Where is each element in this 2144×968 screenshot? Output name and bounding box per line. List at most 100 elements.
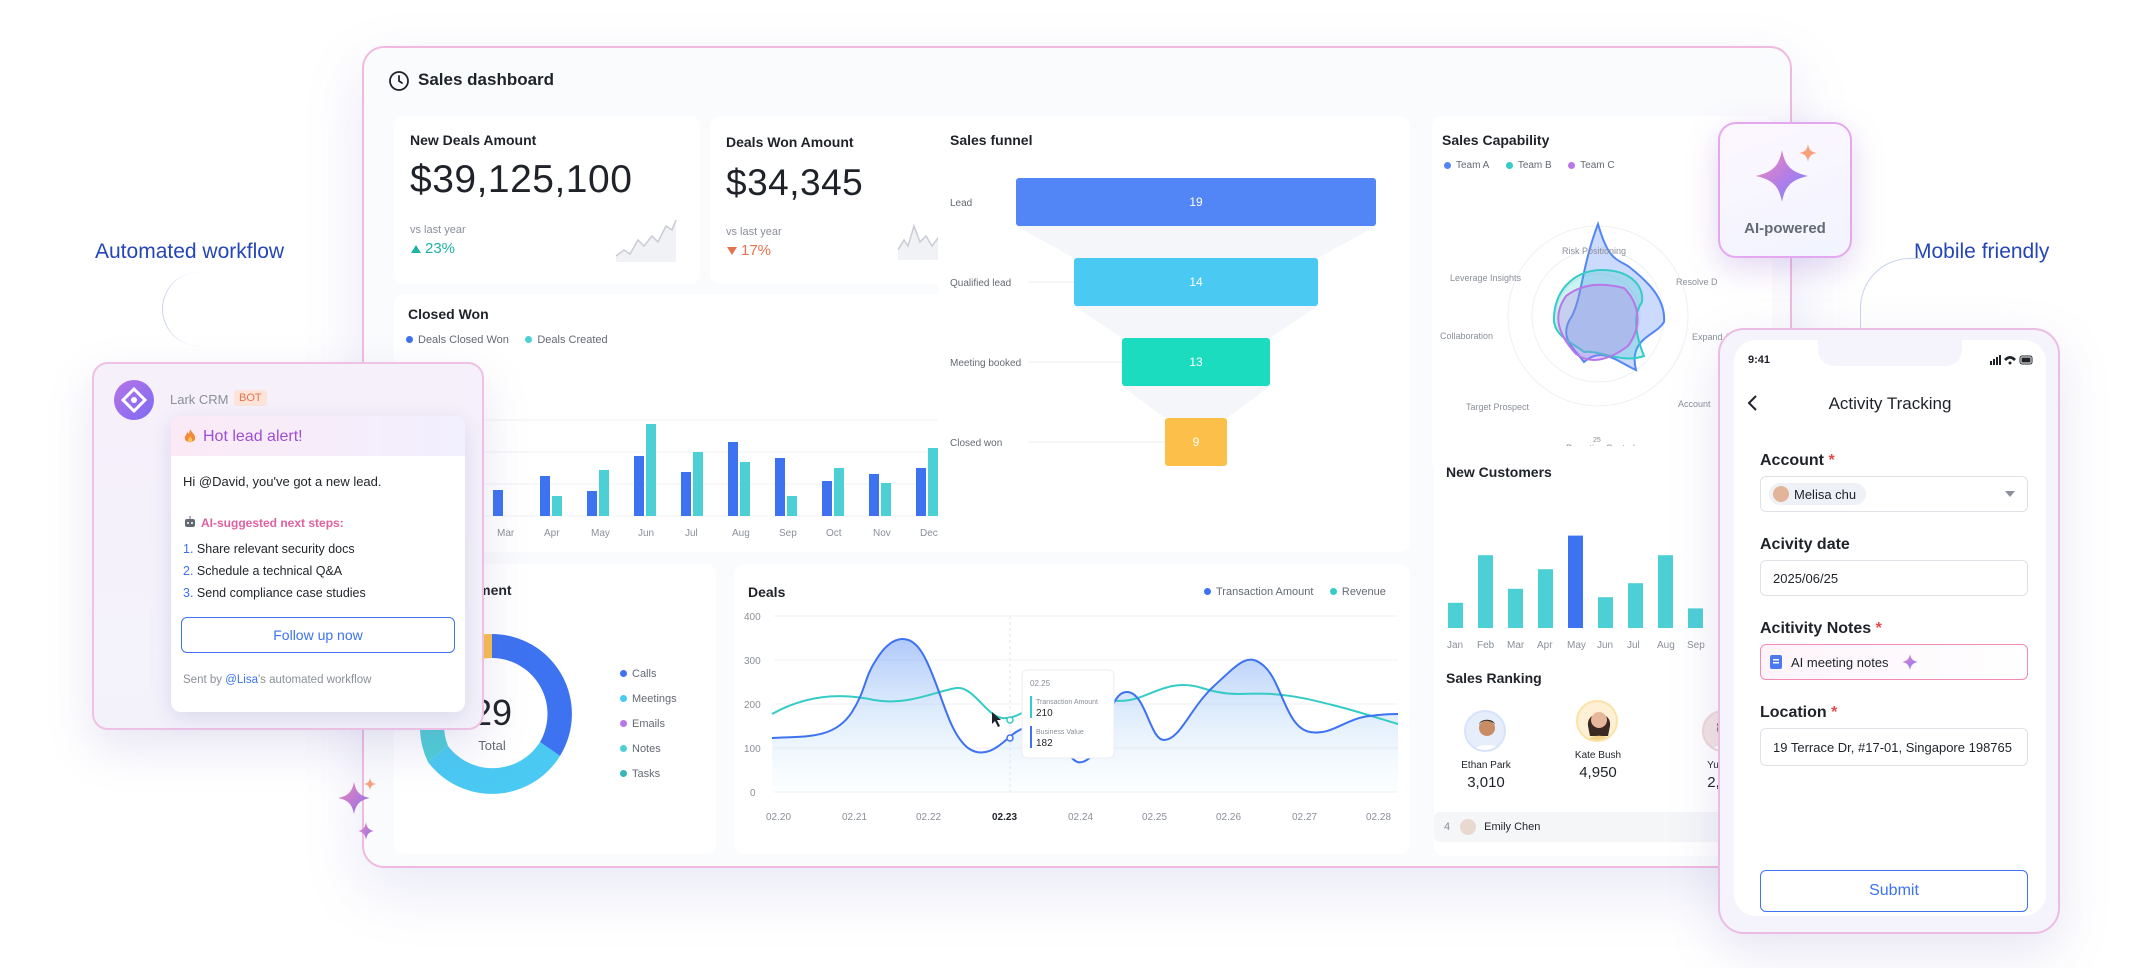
lark-crm-logo (114, 380, 154, 420)
closed-won-card[interactable]: Closed Won Deals Closed Won Deals Create… (394, 294, 972, 552)
month-label-jul: Jul (685, 528, 698, 539)
rank-row-4[interactable]: 4 Emily Chen (1434, 812, 1772, 842)
deals-card[interactable]: Deals Transaction Amount Revenue 400 300… (734, 564, 1410, 854)
mobile-friendly-label: Mobile friendly (1914, 240, 2050, 263)
deals-line-chart: 400 300 200 100 0 (744, 612, 1399, 823)
bot-badge: BOT (234, 390, 267, 406)
deals-x-0226: 02.26 (1216, 812, 1241, 823)
follow-up-button[interactable]: Follow up now (181, 617, 455, 653)
deals-y-100: 100 (744, 744, 761, 755)
deals-won-card[interactable]: Deals Won Amount $34,345 vs last year 17… (710, 116, 972, 284)
new-customers-chart: Jan Feb Mar Apr May Jun Jul Aug Sep (1447, 535, 1705, 651)
radar-ring-inner (1555, 273, 1641, 359)
step-3: 3. Send compliance case studies (183, 586, 366, 600)
donut-calls (492, 634, 572, 756)
axis-collaboration: Collaboration (1440, 331, 1493, 341)
funnel-bar-3 (1165, 418, 1227, 466)
customer-month-jan: Jan (1447, 640, 1463, 651)
customer-bar-mar (1508, 588, 1523, 628)
bar-won-aug (728, 442, 738, 516)
rank-name-1: Ethan Park (1461, 760, 1511, 771)
account-label: Account * (1760, 452, 1835, 469)
bar-won-jun (634, 456, 644, 516)
month-label-oct: Oct (826, 528, 842, 539)
customer-bar-jan (1448, 602, 1463, 628)
sales-capability-card[interactable]: Sales Capability Team A Team B Team C Ri… (1432, 116, 1772, 472)
rank-score-2: 4,950 (1579, 764, 1617, 781)
legend-tasks: Tasks (620, 762, 677, 787)
account-select[interactable]: Melisa chu (1760, 476, 2028, 512)
axis-leverage-insights: Leverage Insights (1450, 273, 1522, 283)
engagement-legend: Calls Meetings Emails Notes Tasks (620, 662, 677, 787)
month-label-aug: Aug (732, 528, 750, 539)
lark-crm-card: Lark CRM BOT Hot lead alert! Hi @David, … (92, 362, 484, 730)
bar-created-sep (787, 496, 797, 516)
bar-won-dec (916, 468, 926, 516)
new-deals-sparkline (615, 219, 677, 262)
bar-won-mar (493, 490, 503, 516)
avatar-kate-bush (1576, 700, 1618, 742)
lead-greeting: Hi @David, you've got a new lead. (183, 474, 382, 489)
deals-won-change: 17% (726, 242, 771, 259)
right-connector (1860, 258, 1920, 328)
deals-won-title: Deals Won Amount (726, 134, 854, 150)
hot-lead-title: Hot lead alert! (203, 428, 303, 445)
funnel-label-0: Lead (950, 198, 972, 209)
team-c-area (1557, 283, 1639, 361)
funnel-connector-1 (1074, 306, 1318, 338)
rank-4-number: 4 (1444, 821, 1451, 833)
closed-won-legend: Deals Closed Won Deals Created (406, 330, 620, 348)
deals-y-300: 300 (744, 656, 761, 667)
funnel-value-3: 9 (1193, 435, 1200, 449)
phone-title: Activity Tracking (1828, 394, 1952, 413)
ai-sparkle-small-icon[interactable] (1901, 653, 1919, 671)
location-field[interactable]: 19 Terrace Dr, #17-01, Singapore 198765 (1760, 728, 2028, 766)
status-icons (1990, 355, 2033, 365)
sent-by-text: Sent by @Lisa's automated workflow (183, 674, 372, 686)
new-customers-card[interactable]: New Customers Jan Feb Mar Apr May Jun Jul Aug Se… (1434, 446, 1772, 668)
legend-team-b: Team B (1505, 160, 1552, 171)
month-label-mar: Mar (497, 528, 515, 539)
sales-ranking-card[interactable]: Sales Ranking Ethan Park 3,010 Kate Bush… (1434, 656, 1772, 856)
new-deals-change-value: 23% (425, 240, 456, 257)
deals-won-value: $34,345 (726, 162, 864, 203)
month-label-apr: Apr (544, 528, 560, 539)
team-a-area (1565, 220, 1666, 372)
new-deals-change: 23% (410, 240, 455, 257)
bar-won-jul (681, 472, 691, 516)
funnel-connector-2 (1122, 386, 1270, 418)
donut-notes (420, 724, 448, 762)
customer-bar-apr (1538, 569, 1553, 628)
legend-team-c: Team C (1568, 160, 1615, 171)
deals-x-0225: 02.25 (1142, 812, 1167, 823)
sent-by-user[interactable]: @Lisa (225, 674, 258, 686)
capability-legend: Team A Team B Team C (1444, 156, 1627, 174)
funnel-value-0: 19 (1189, 195, 1203, 209)
new-deals-card[interactable]: New Deals Amount $39,125,100 vs last yea… (394, 116, 700, 284)
customer-month-sep: Sep (1687, 640, 1705, 651)
customer-month-may: May (1567, 640, 1586, 651)
account-chip[interactable]: Melisa chu (1769, 483, 1867, 505)
deals-won-change-value: 17% (741, 242, 772, 259)
step-1: 1. Share relevant security docs (183, 542, 355, 556)
date-field[interactable]: 2025/06/25 (1760, 560, 2028, 596)
dashboard-title: Sales dashboard (418, 70, 555, 89)
month-label-nov: Nov (873, 528, 891, 539)
axis-account: Account (1678, 399, 1711, 409)
sales-funnel-chart: 19 Lead 14 Qualified lead 13 Meeting booked 9 C… (950, 178, 1376, 466)
status-time: 9:41 (1748, 354, 1771, 366)
account-avatar (1773, 486, 1789, 502)
customer-month-feb: Feb (1477, 640, 1495, 651)
back-arrow-icon[interactable] (1746, 394, 1760, 412)
notes-field[interactable]: AI meeting notes (1760, 644, 2028, 680)
month-label-may: May (591, 528, 610, 539)
legend-notes: Notes (620, 737, 677, 762)
sales-funnel-card[interactable]: Sales funnel 19 Lead 14 Qualified lead 13 Mee… (938, 116, 1410, 552)
deals-y-400: 400 (744, 612, 761, 623)
submit-button[interactable]: Submit (1760, 870, 2028, 912)
funnel-value-1: 14 (1189, 275, 1203, 289)
bar-created-jul (693, 452, 703, 516)
clock-icon (389, 71, 409, 91)
legend-emails: Emails (620, 712, 677, 737)
